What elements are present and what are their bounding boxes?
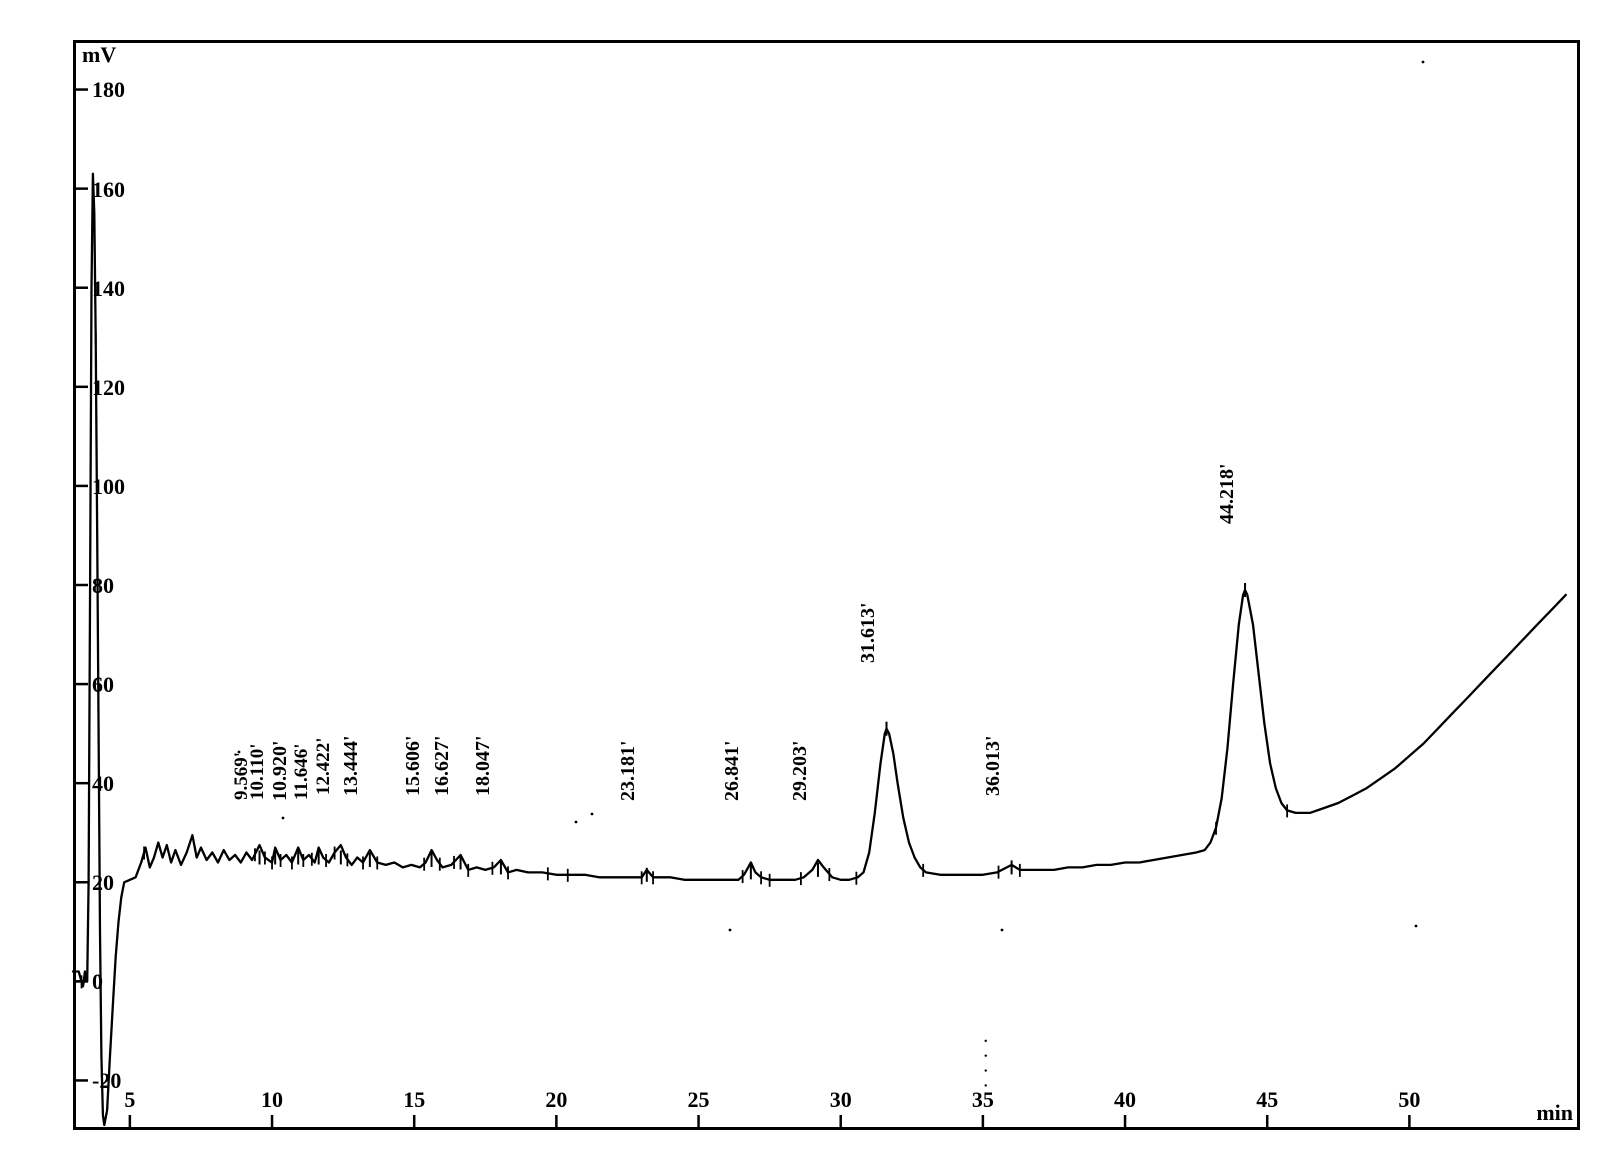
y-tick-label: 120 [92, 375, 125, 401]
peak-label: 15.606' [402, 736, 425, 797]
y-tick-label: 140 [92, 276, 125, 302]
y-tick-label: 60 [92, 672, 114, 698]
peak-label: 29.203' [789, 741, 812, 802]
chart-svg [0, 0, 1613, 1160]
peak-label: 26.841' [721, 741, 744, 802]
x-tick-label: 20 [545, 1087, 567, 1113]
y-tick-label: 80 [92, 573, 114, 599]
peak-label: 16.627' [431, 736, 454, 797]
peak-label: 44.218' [1216, 463, 1239, 524]
peak-label: 10.920' [269, 741, 292, 802]
peak-label: 36.013' [982, 736, 1005, 797]
x-tick-label: 45 [1256, 1087, 1278, 1113]
peak-label: 10.110' [247, 744, 269, 800]
x-tick-label: 10 [261, 1087, 283, 1113]
x-tick-label: 25 [688, 1087, 710, 1113]
y-tick-label: 20 [92, 870, 114, 896]
peak-label: 31.613' [857, 602, 880, 663]
x-tick-label: 35 [972, 1087, 994, 1113]
peak-label: 23.181' [617, 741, 640, 802]
x-tick-label: 15 [403, 1087, 425, 1113]
peak-label: 13.444' [340, 736, 363, 797]
y-tick-label: 180 [92, 77, 125, 103]
peak-label: 11.646' [291, 744, 313, 800]
y-tick-label: 100 [92, 474, 125, 500]
x-tick-label: 50 [1398, 1087, 1420, 1113]
x-tick-label: 5 [124, 1087, 135, 1113]
peak-label: 12.422' [313, 738, 335, 796]
x-tick-label: 40 [1114, 1087, 1136, 1113]
x-tick-label: 30 [830, 1087, 852, 1113]
y-tick-label: 160 [92, 177, 125, 203]
peak-label: 18.047' [472, 736, 495, 797]
y-tick-label: 40 [92, 771, 114, 797]
y-tick-label: 0 [92, 969, 103, 995]
y-tick-label: -20 [92, 1068, 121, 1094]
